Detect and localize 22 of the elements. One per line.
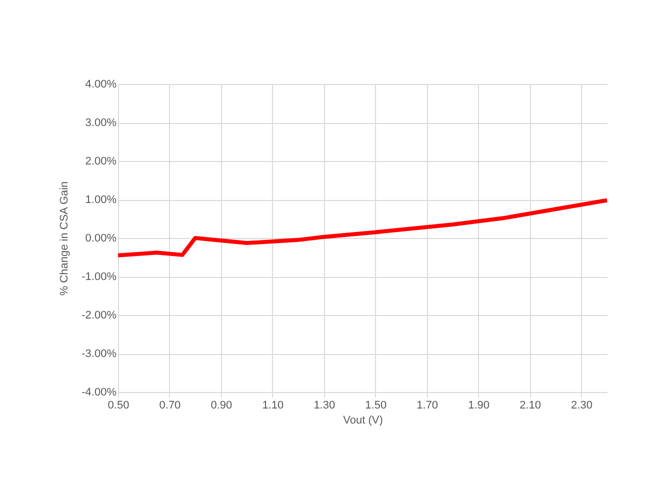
x-tick-label: 1.50 — [365, 400, 387, 412]
x-axis-title: Vout (V) — [343, 414, 383, 426]
y-tick-label: 0.00% — [85, 232, 117, 244]
x-tick-label: 1.10 — [262, 400, 284, 412]
y-tick-label: -4.00% — [82, 386, 117, 398]
x-tick-label: 0.90 — [210, 400, 232, 412]
y-tick-label: -1.00% — [82, 271, 117, 283]
x-tick-label: 1.30 — [314, 400, 336, 412]
y-tick-label: 1.00% — [85, 194, 117, 206]
y-axis-title: % Change in CSA Gain — [58, 181, 71, 296]
x-tick-label: 0.70 — [159, 400, 181, 412]
x-tick-label: 2.10 — [520, 400, 541, 412]
y-tick-label: 3.00% — [85, 117, 117, 129]
y-tick-label: 2.00% — [85, 156, 117, 168]
x-tick-label: 1.90 — [468, 400, 490, 412]
y-tick-label: -2.00% — [82, 310, 117, 322]
y-tick-label: 4.00% — [85, 78, 117, 90]
y-tick-label: -3.00% — [82, 348, 117, 360]
x-tick-label: 0.50 — [108, 400, 130, 412]
line-series — [116, 198, 609, 258]
x-tick-label: 1.70 — [416, 400, 438, 412]
x-tick-label: 2.30 — [571, 400, 592, 412]
